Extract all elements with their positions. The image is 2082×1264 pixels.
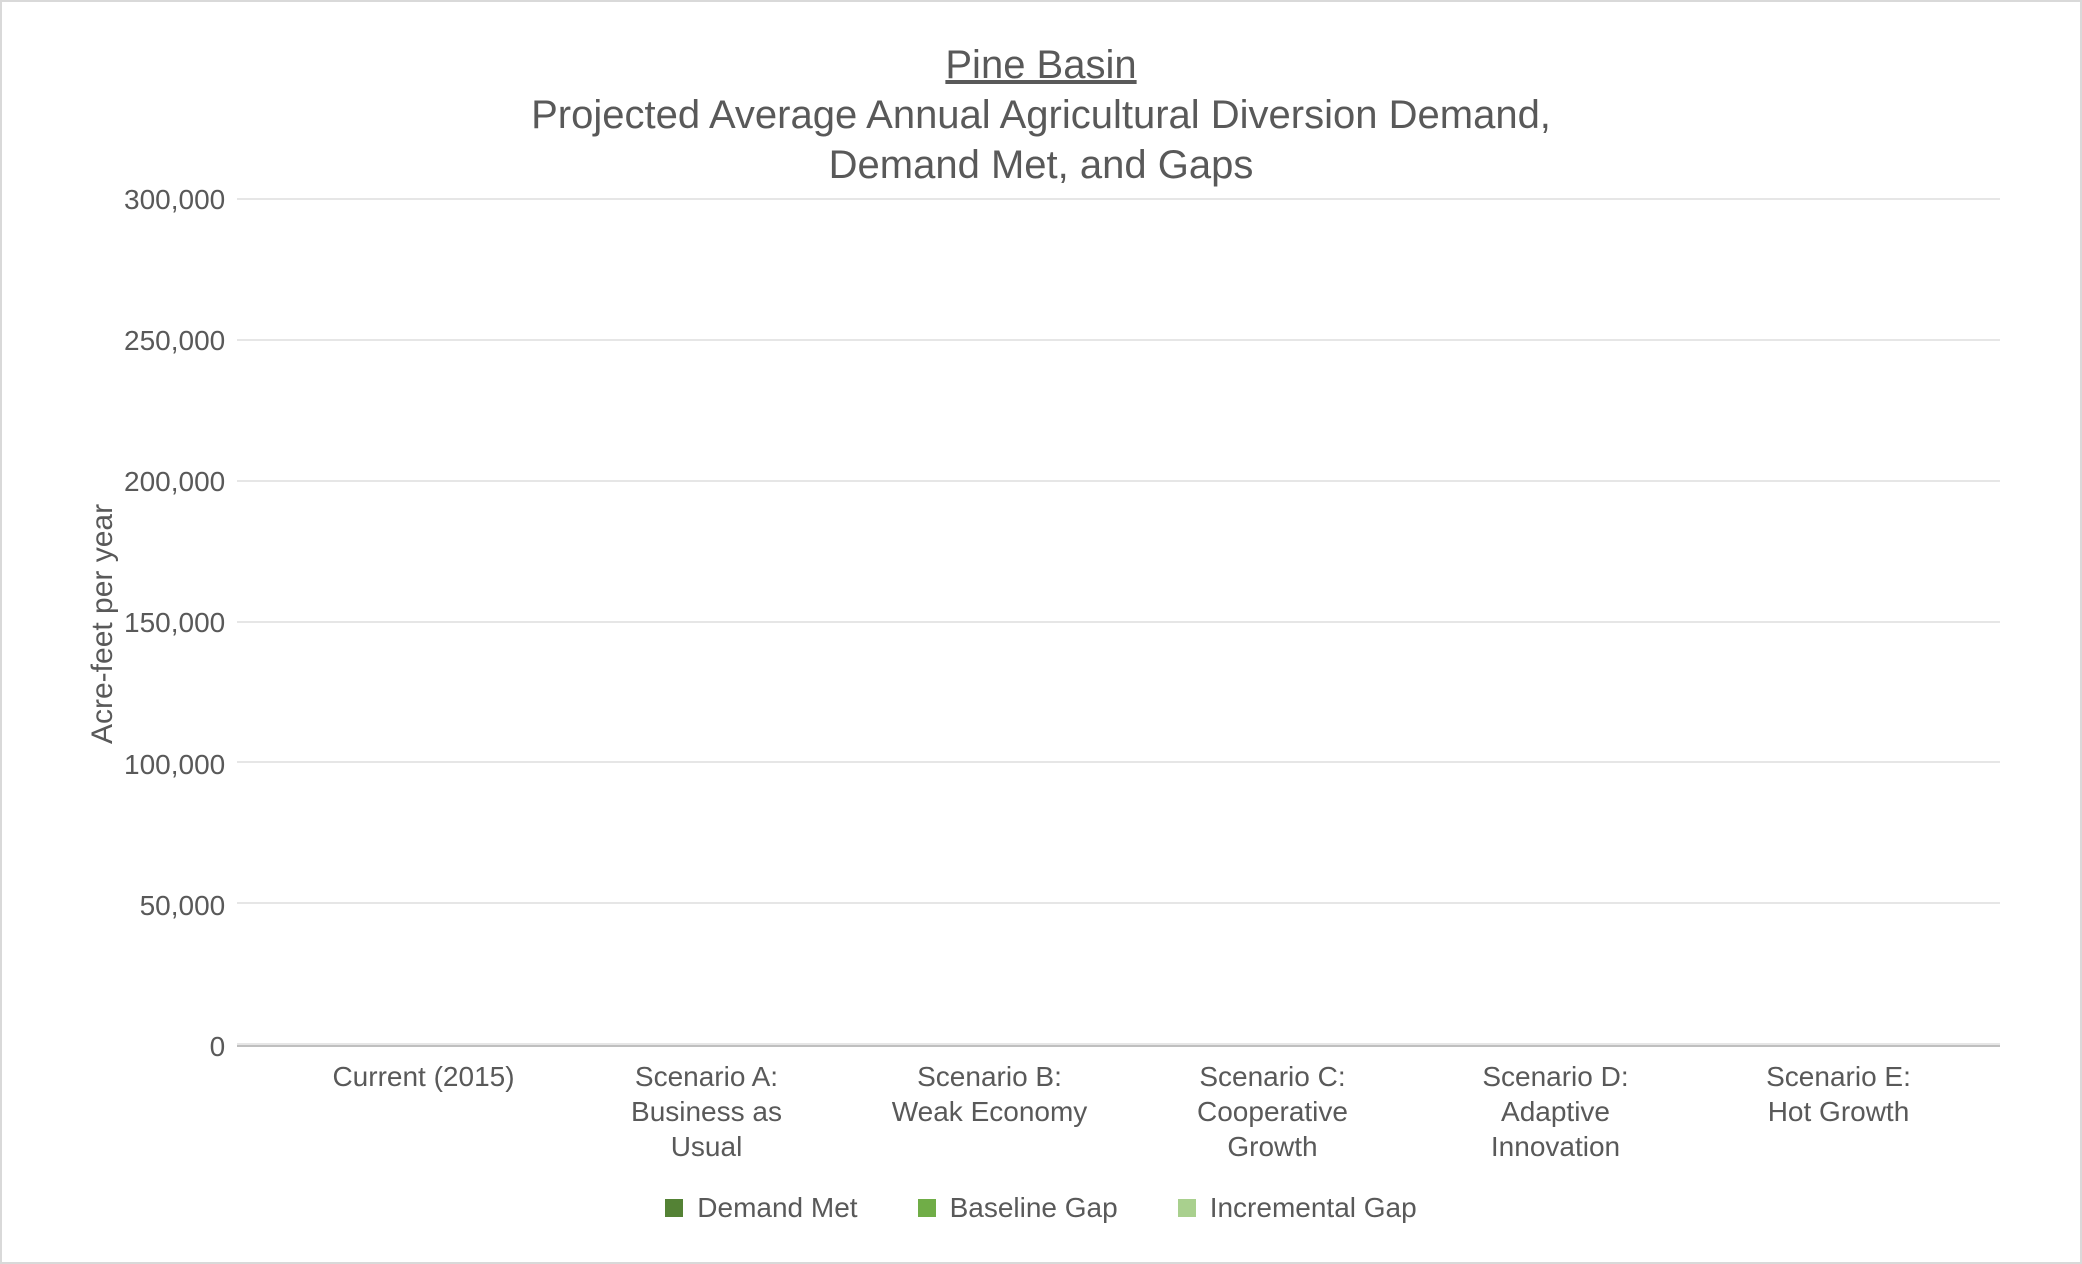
legend-swatch (1178, 1199, 1196, 1217)
x-label: Scenario B: Weak Economy (848, 1059, 1131, 1164)
x-label: Scenario C: Cooperative Growth (1131, 1059, 1414, 1164)
plot-area (237, 200, 2000, 1047)
plot-row: Acre-feet per year 300,000 250,000 200,0… (42, 200, 2040, 1047)
gridline (237, 480, 2000, 482)
bar-slot (544, 200, 831, 1045)
y-axis-label: Acre-feet per year (82, 200, 124, 1047)
gridline (237, 621, 2000, 623)
legend-label: Incremental Gap (1210, 1192, 1417, 1224)
gridline (237, 761, 2000, 763)
x-label: Scenario D: Adaptive Innovation (1414, 1059, 1697, 1164)
gridline (237, 902, 2000, 904)
x-axis-labels-row: Current (2015) Scenario A: Business as U… (42, 1047, 2040, 1164)
x-label: Scenario E: Hot Growth (1697, 1059, 1980, 1164)
chart-title: Pine Basin Projected Average Annual Agri… (42, 40, 2040, 190)
x-label: Current (2015) (282, 1059, 565, 1164)
x-axis-labels: Current (2015) Scenario A: Business as U… (262, 1047, 2000, 1164)
gridline (237, 1043, 2000, 1045)
gridline (237, 339, 2000, 341)
x-label: Scenario A: Business as Usual (565, 1059, 848, 1164)
legend-swatch (918, 1199, 936, 1217)
bar-slot (257, 200, 544, 1045)
y-axis-ticks: 300,000 250,000 200,000 150,000 100,000 … (124, 200, 237, 1047)
bar-slot (1693, 200, 1980, 1045)
legend-item-baseline-gap: Baseline Gap (918, 1192, 1118, 1224)
legend-item-demand-met: Demand Met (665, 1192, 857, 1224)
title-line-2: Projected Average Annual Agricultural Di… (42, 90, 2040, 140)
bar-slot (1119, 200, 1406, 1045)
legend-item-incremental-gap: Incremental Gap (1178, 1192, 1417, 1224)
bar-slot (831, 200, 1118, 1045)
title-line-1: Pine Basin (42, 40, 2040, 90)
legend-label: Baseline Gap (950, 1192, 1118, 1224)
chart-frame: Pine Basin Projected Average Annual Agri… (0, 0, 2082, 1264)
legend: Demand Met Baseline Gap Incremental Gap (42, 1164, 2040, 1242)
legend-label: Demand Met (697, 1192, 857, 1224)
bar-slot (1406, 200, 1693, 1045)
gridline (237, 198, 2000, 200)
title-line-3: Demand Met, and Gaps (42, 140, 2040, 190)
legend-swatch (665, 1199, 683, 1217)
bars-container (237, 200, 2000, 1045)
